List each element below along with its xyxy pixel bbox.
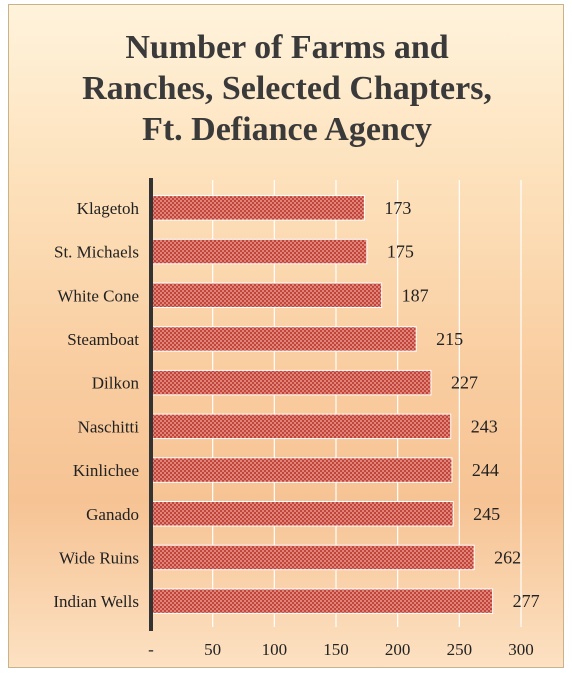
category-label: Kinlichee: [73, 461, 139, 480]
bar-steamboat: [150, 326, 417, 352]
x-axis-ticks: - 50 100 150 200 250 300: [148, 640, 534, 659]
bar-chart: 173 175 187 215 227 243 244 245 262 277 Klagetoh S…: [53, 178, 540, 659]
data-label: 187: [402, 285, 429, 305]
chart-title: Number of Farms and Ranches, Selected Ch…: [9, 27, 563, 150]
category-label: White Cone: [57, 286, 139, 305]
chart-title-line-1: Number of Farms and: [125, 29, 449, 66]
data-label: 262: [494, 547, 521, 567]
bar-naschitti: [150, 413, 452, 440]
category-label: Wide Ruins: [59, 548, 139, 567]
category-label: St. Michaels: [54, 243, 139, 262]
x-tick-label-100: 100: [262, 640, 288, 659]
chart-frame: Number of Farms and Ranches, Selected Ch…: [8, 4, 564, 668]
category-label: Klagetoh: [77, 199, 140, 218]
data-label: 175: [387, 242, 414, 262]
bar-indian-wells: [150, 588, 494, 614]
bar-kinlichee: [150, 457, 453, 483]
bars: [150, 195, 494, 614]
x-tick-label-200: 200: [385, 640, 411, 659]
bar-white-cone: [150, 282, 383, 308]
bar-st-michaels: [150, 238, 368, 265]
x-tick-label-150: 150: [323, 640, 349, 659]
data-label: 227: [451, 373, 478, 393]
x-tick-label-250: 250: [447, 640, 473, 659]
data-label: 243: [471, 416, 498, 436]
category-label: Indian Wells: [53, 592, 139, 611]
category-labels: Klagetoh St. Michaels White Cone Steamboat D…: [53, 199, 139, 611]
x-tick-label-300: 300: [508, 640, 534, 659]
bar-klagetoh: [150, 195, 365, 221]
bar-dilkon: [150, 369, 432, 396]
category-label: Ganado: [86, 505, 139, 524]
data-label: 173: [384, 198, 411, 218]
category-label: Dilkon: [92, 374, 140, 393]
x-tick-label-0: -: [148, 640, 154, 659]
bar-wide-ruins: [150, 544, 475, 571]
data-label: 244: [472, 460, 499, 480]
bar-ganado: [150, 501, 454, 527]
data-label: 215: [436, 329, 463, 349]
data-label: 245: [473, 504, 500, 524]
data-label: 277: [513, 591, 540, 611]
chart-title-line-2: Ranches, Selected Chapters,: [82, 70, 492, 107]
data-labels: 173 175 187 215 227 243 244 245 262 277: [384, 198, 539, 611]
category-label: Steamboat: [67, 330, 139, 349]
category-label: Naschitti: [78, 417, 140, 436]
chart-title-line-3: Ft. Defiance Agency: [142, 111, 432, 148]
x-tick-label-50: 50: [204, 640, 221, 659]
